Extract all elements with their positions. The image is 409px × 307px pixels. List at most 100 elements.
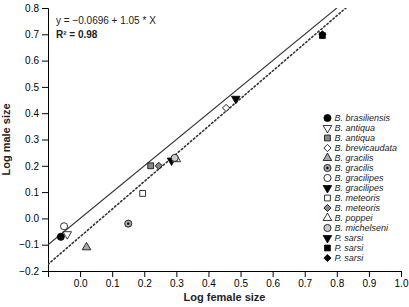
legend-label: B. antiqua	[334, 123, 375, 133]
tick: 0.3	[170, 271, 184, 289]
x-axis-title: Log female size	[184, 291, 266, 303]
tick: 0.0	[25, 213, 48, 224]
tick-mark	[42, 218, 48, 219]
tick-label: 0.8	[25, 3, 39, 14]
legend-item: B. gracilis	[324, 163, 374, 173]
tick-mark	[42, 271, 48, 272]
plot: 0.00.10.20.30.40.50.60.70.80.91.0−0.2−0.…	[0, 0, 409, 303]
point	[222, 104, 229, 111]
legend-item: B. gracilipes	[324, 173, 384, 183]
tick-mark	[42, 34, 48, 35]
tick: 0.9	[362, 271, 376, 289]
legend-label: B. gracilipes	[334, 173, 384, 183]
tick-mark	[42, 245, 48, 246]
legend-item: B. meteoris	[325, 193, 381, 203]
legend-item: B. michelseni	[324, 223, 389, 233]
tick-label: 0.7	[298, 278, 312, 289]
tick-mark	[42, 87, 48, 88]
tick-mark	[176, 271, 177, 277]
tick: 0.0	[74, 271, 88, 289]
legend-label: B. antiqua	[334, 133, 375, 143]
legend-item: B. gracilipes	[323, 183, 384, 193]
legend-item: B. antiqua	[323, 123, 375, 133]
legend-label: B. brevicaudata	[334, 143, 397, 153]
legend-swatch	[323, 186, 332, 193]
y-axis-title: Log male size	[0, 103, 12, 175]
annotation: R² = 0.98	[56, 29, 98, 40]
legend-swatch	[324, 114, 331, 121]
legend-swatch	[324, 254, 331, 261]
tick-label: 0.8	[330, 278, 344, 289]
point	[63, 232, 72, 239]
tick-label: 0.9	[362, 278, 376, 289]
legend-label: P. sarsi	[334, 233, 364, 243]
tick-mark	[401, 271, 402, 277]
legend-swatch	[324, 164, 331, 171]
chart: 0.00.10.20.30.40.50.60.70.80.91.0−0.2−0.…	[0, 0, 409, 307]
legend-label: B. gracilipes	[334, 183, 384, 193]
legend-item: B. poppei	[323, 213, 373, 223]
tick-mark	[337, 271, 338, 277]
tick: 0.5	[234, 271, 248, 289]
legend-swatch	[324, 224, 331, 231]
tick: 0.1	[25, 187, 48, 198]
tick-label: 0.4	[25, 108, 39, 119]
legend-swatch	[323, 236, 332, 243]
tick-mark	[273, 271, 274, 277]
tick-mark	[112, 271, 113, 277]
legend-label: B. brasiliensis	[334, 113, 390, 123]
tick-mark	[42, 192, 48, 193]
legend-swatch	[323, 213, 332, 220]
legend-label: B. gracilis	[334, 163, 374, 173]
reference-line	[48, 8, 401, 245]
legend-swatch	[325, 195, 331, 201]
point	[57, 233, 64, 240]
point	[148, 163, 154, 169]
tick-label: −0.2	[19, 266, 39, 277]
tick-label: 0.3	[25, 134, 39, 145]
legend: B. brasiliensisB. antiquaB. antiquaB. br…	[323, 113, 397, 263]
axis-line	[49, 272, 402, 278]
tick-label: 0.1	[106, 278, 120, 289]
legend-item: B. meteoris	[324, 203, 381, 213]
tick-label: 0.5	[25, 82, 39, 93]
legend-label: B. poppei	[334, 213, 373, 223]
point	[140, 191, 146, 197]
tick: 0.6	[25, 55, 48, 66]
point	[60, 223, 67, 230]
point	[171, 154, 178, 161]
legend-label: B. meteoris	[334, 203, 380, 213]
tick-label: −0.1	[19, 239, 39, 250]
tick-mark	[305, 271, 306, 277]
tick: 0.1	[106, 271, 120, 289]
tick: 0.7	[25, 29, 48, 40]
marker-dot	[127, 222, 129, 224]
legend-swatch	[324, 174, 331, 181]
tick-label: 0.0	[25, 213, 39, 224]
tick-mark	[42, 140, 48, 141]
legend-swatch	[325, 245, 331, 251]
legend-item: B. gracilis	[323, 153, 374, 163]
tick-mark	[42, 61, 48, 62]
tick: 0.8	[25, 3, 48, 14]
tick-label: 0.7	[25, 29, 39, 40]
tick-label: 0.6	[25, 55, 39, 66]
tick-label: 0.2	[25, 161, 39, 172]
tick-label: 0.1	[25, 187, 39, 198]
tick: 0.4	[202, 271, 216, 289]
y-axis: −0.2 −0.1 0.0 0.1 0.2 0.3 0.4 0.5 0.6 0.7 0.8	[19, 3, 48, 277]
tick-mark	[144, 271, 145, 277]
legend-swatch	[324, 204, 331, 211]
point	[155, 162, 162, 169]
legend-swatch	[323, 153, 332, 160]
legend-label: B. michelseni	[334, 223, 389, 233]
tick-label: 0.5	[234, 278, 248, 289]
tick: 0.5	[25, 82, 48, 93]
tick-label: 0.3	[170, 278, 184, 289]
legend-swatch	[324, 144, 331, 151]
axis-line	[42, 9, 49, 272]
legend-item: P. sarsi	[324, 253, 364, 263]
tick-mark	[208, 271, 209, 277]
tick-label: 0.4	[202, 278, 216, 289]
legend-swatch	[323, 126, 332, 133]
